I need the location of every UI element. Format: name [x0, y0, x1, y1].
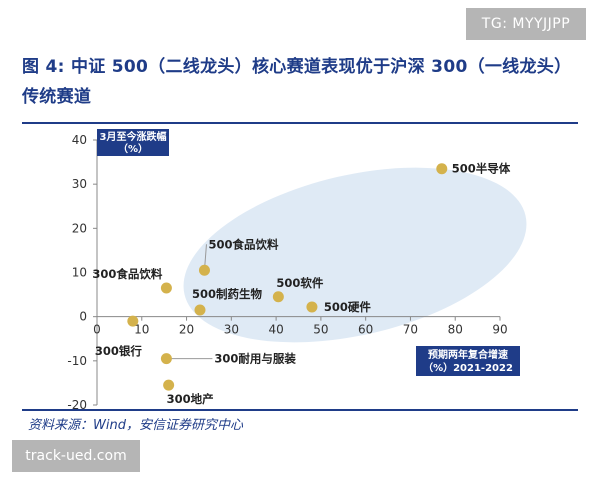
data-label: 500硬件 [324, 300, 372, 314]
x-tick-label: 50 [313, 323, 328, 337]
title-divider [22, 122, 578, 124]
source-note: 资料来源：Wind，安信证券研究中心 [28, 418, 243, 433]
source-divider [22, 409, 578, 411]
y-tick-label: 20 [72, 221, 87, 235]
ylabel-box [97, 129, 169, 156]
data-label: 300食品饮料 [92, 267, 163, 281]
x-tick-label: 10 [134, 323, 149, 337]
data-label: 500食品饮料 [208, 237, 279, 251]
x-tick-label: 20 [179, 323, 194, 337]
y-tick-label: -10 [67, 354, 87, 368]
y-axis-label: （%） [118, 142, 148, 155]
highlight-ellipse [183, 167, 527, 343]
data-label: 500软件 [276, 276, 324, 290]
x-axis-label: （%）2021-2022 [423, 361, 513, 374]
x-tick-label: 40 [268, 323, 283, 337]
x-tick-label: 80 [448, 323, 463, 337]
x-tick-label: 60 [358, 323, 373, 337]
data-point [160, 282, 172, 294]
y-axis-label: 3月至今涨跌幅 [100, 130, 167, 143]
data-point [306, 301, 318, 313]
y-tick-label: 0 [79, 310, 87, 324]
x-tick-label: 30 [224, 323, 239, 337]
data-label: 500制药生物 [192, 287, 263, 301]
data-label: 300银行 [95, 344, 143, 358]
data-point [198, 264, 210, 276]
data-point [127, 315, 139, 327]
data-point [163, 379, 175, 391]
y-tick-label: -20 [67, 398, 87, 412]
x-tick-label: 70 [403, 323, 418, 337]
x-tick-label: 0 [93, 323, 101, 337]
data-point [436, 163, 448, 175]
data-point [272, 291, 284, 303]
data-label: 300地产 [167, 392, 214, 406]
data-label: 500半导体 [452, 162, 511, 176]
x-axis-label: 预期两年复合增速 [428, 348, 508, 361]
x-tick-label: 90 [492, 323, 507, 337]
data-point [160, 353, 172, 365]
y-tick-label: 40 [72, 133, 87, 147]
data-point [194, 304, 206, 316]
y-tick-label: 30 [72, 177, 87, 191]
watermark-bottom: track-ued.com [12, 440, 140, 472]
y-tick-label: 10 [72, 266, 87, 280]
figure-title: 图 4: 中证 500（二线龙头）核心赛道表现优于沪深 300（一线龙头）传统赛… [22, 57, 572, 107]
watermark-top: TG: MYYJJPP [466, 8, 586, 40]
data-label: 300耐用与服装 [214, 352, 296, 366]
xlabel-box [416, 346, 520, 376]
